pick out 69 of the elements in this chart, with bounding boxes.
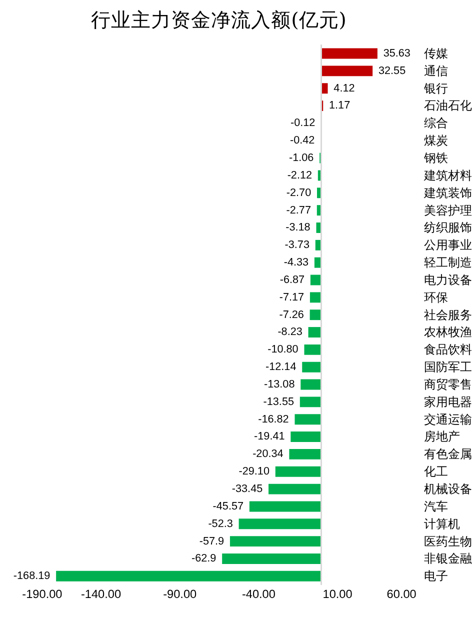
data-label: -4.33 xyxy=(284,256,309,269)
data-label: -12.14 xyxy=(266,361,296,374)
y-tick-label: 计算机 xyxy=(424,516,460,531)
data-label: -0.42 xyxy=(290,134,315,147)
y-tick-label: 非银金融 xyxy=(424,552,472,566)
y-tick-label: 纺织服饰 xyxy=(424,220,472,235)
y-tick-label: 有色金属 xyxy=(424,447,472,462)
y-tick-label: 建筑材料 xyxy=(423,168,472,182)
data-label: 4.12 xyxy=(334,82,355,94)
y-tick-label: 医药生物 xyxy=(424,534,472,548)
data-label: -57.9 xyxy=(199,535,224,548)
y-tick-label: 银行 xyxy=(423,81,448,96)
y-tick-label: 钢铁 xyxy=(423,150,448,165)
y-tick-label: 公用事业 xyxy=(424,238,472,252)
x-tick-label: -40.00 xyxy=(242,587,276,602)
data-label: -20.34 xyxy=(252,448,284,460)
y-tick-label: 食品饮料 xyxy=(424,342,472,357)
data-label: 35.63 xyxy=(383,47,410,60)
data-label: -33.45 xyxy=(232,483,263,496)
data-label: -3.73 xyxy=(284,239,310,252)
data-label: -29.10 xyxy=(238,466,270,478)
data-label: -52.3 xyxy=(208,518,233,530)
y-tick-label: 农林牧渔 xyxy=(424,325,472,340)
data-label: -2.12 xyxy=(287,169,312,182)
y-tick-label: 机械设备 xyxy=(424,482,472,496)
data-label: -6.87 xyxy=(280,274,305,286)
x-tick-label: 60.00 xyxy=(386,587,417,602)
data-label: -45.57 xyxy=(212,500,244,512)
y-tick-label: 综合 xyxy=(424,116,448,130)
data-label: -10.80 xyxy=(268,344,298,356)
data-label: -168.19 xyxy=(13,570,50,582)
data-label: -2.70 xyxy=(286,186,312,199)
x-tick-label: -140.00 xyxy=(80,587,122,602)
y-tick-label: 通信 xyxy=(424,64,448,78)
x-tick-label: -190.00 xyxy=(22,587,63,602)
y-tick-label: 交通运输 xyxy=(424,412,472,426)
y-tick-label: 传媒 xyxy=(424,46,448,60)
y-tick-label: 石油石化 xyxy=(424,98,472,113)
y-tick-label: 环保 xyxy=(424,290,448,304)
y-tick-label: 家用电器 xyxy=(424,394,472,409)
y-tick-label: 电子 xyxy=(424,569,448,584)
y-tick-label: 化工 xyxy=(424,464,448,479)
data-label: -13.55 xyxy=(263,396,294,408)
data-label: -1.06 xyxy=(288,152,314,164)
data-label: -19.41 xyxy=(254,430,285,443)
y-tick-label: 房地产 xyxy=(424,430,460,444)
y-tick-label: 汽车 xyxy=(424,499,448,514)
data-label: -16.82 xyxy=(258,413,289,426)
y-tick-label: 国防军工 xyxy=(424,360,472,374)
x-tick-label: 10.00 xyxy=(322,587,353,602)
x-tick-label: -90.00 xyxy=(163,587,198,602)
data-label: -62.9 xyxy=(191,552,216,565)
data-label: -0.12 xyxy=(290,117,316,130)
data-label: 32.55 xyxy=(378,64,406,77)
data-label: 1.17 xyxy=(329,100,350,112)
chart-title: 行业主力资金净流入额(亿元) xyxy=(91,8,346,32)
y-tick-label: 煤炭 xyxy=(424,134,448,148)
y-tick-label: 建筑装饰 xyxy=(423,186,472,200)
data-label: -8.23 xyxy=(278,326,302,338)
y-tick-label: 电力设备 xyxy=(424,272,472,287)
y-tick-label: 社会服务 xyxy=(424,308,472,322)
y-tick-label: 商贸零售 xyxy=(424,377,472,392)
y-tick-label: 美容护理 xyxy=(424,203,472,218)
data-label: -3.18 xyxy=(286,222,310,234)
data-label: -7.17 xyxy=(279,291,304,304)
y-tick-label: 轻工制造 xyxy=(424,256,472,270)
data-label: -2.77 xyxy=(286,204,311,216)
data-label: -13.08 xyxy=(264,378,295,390)
data-label: -7.26 xyxy=(279,308,304,321)
